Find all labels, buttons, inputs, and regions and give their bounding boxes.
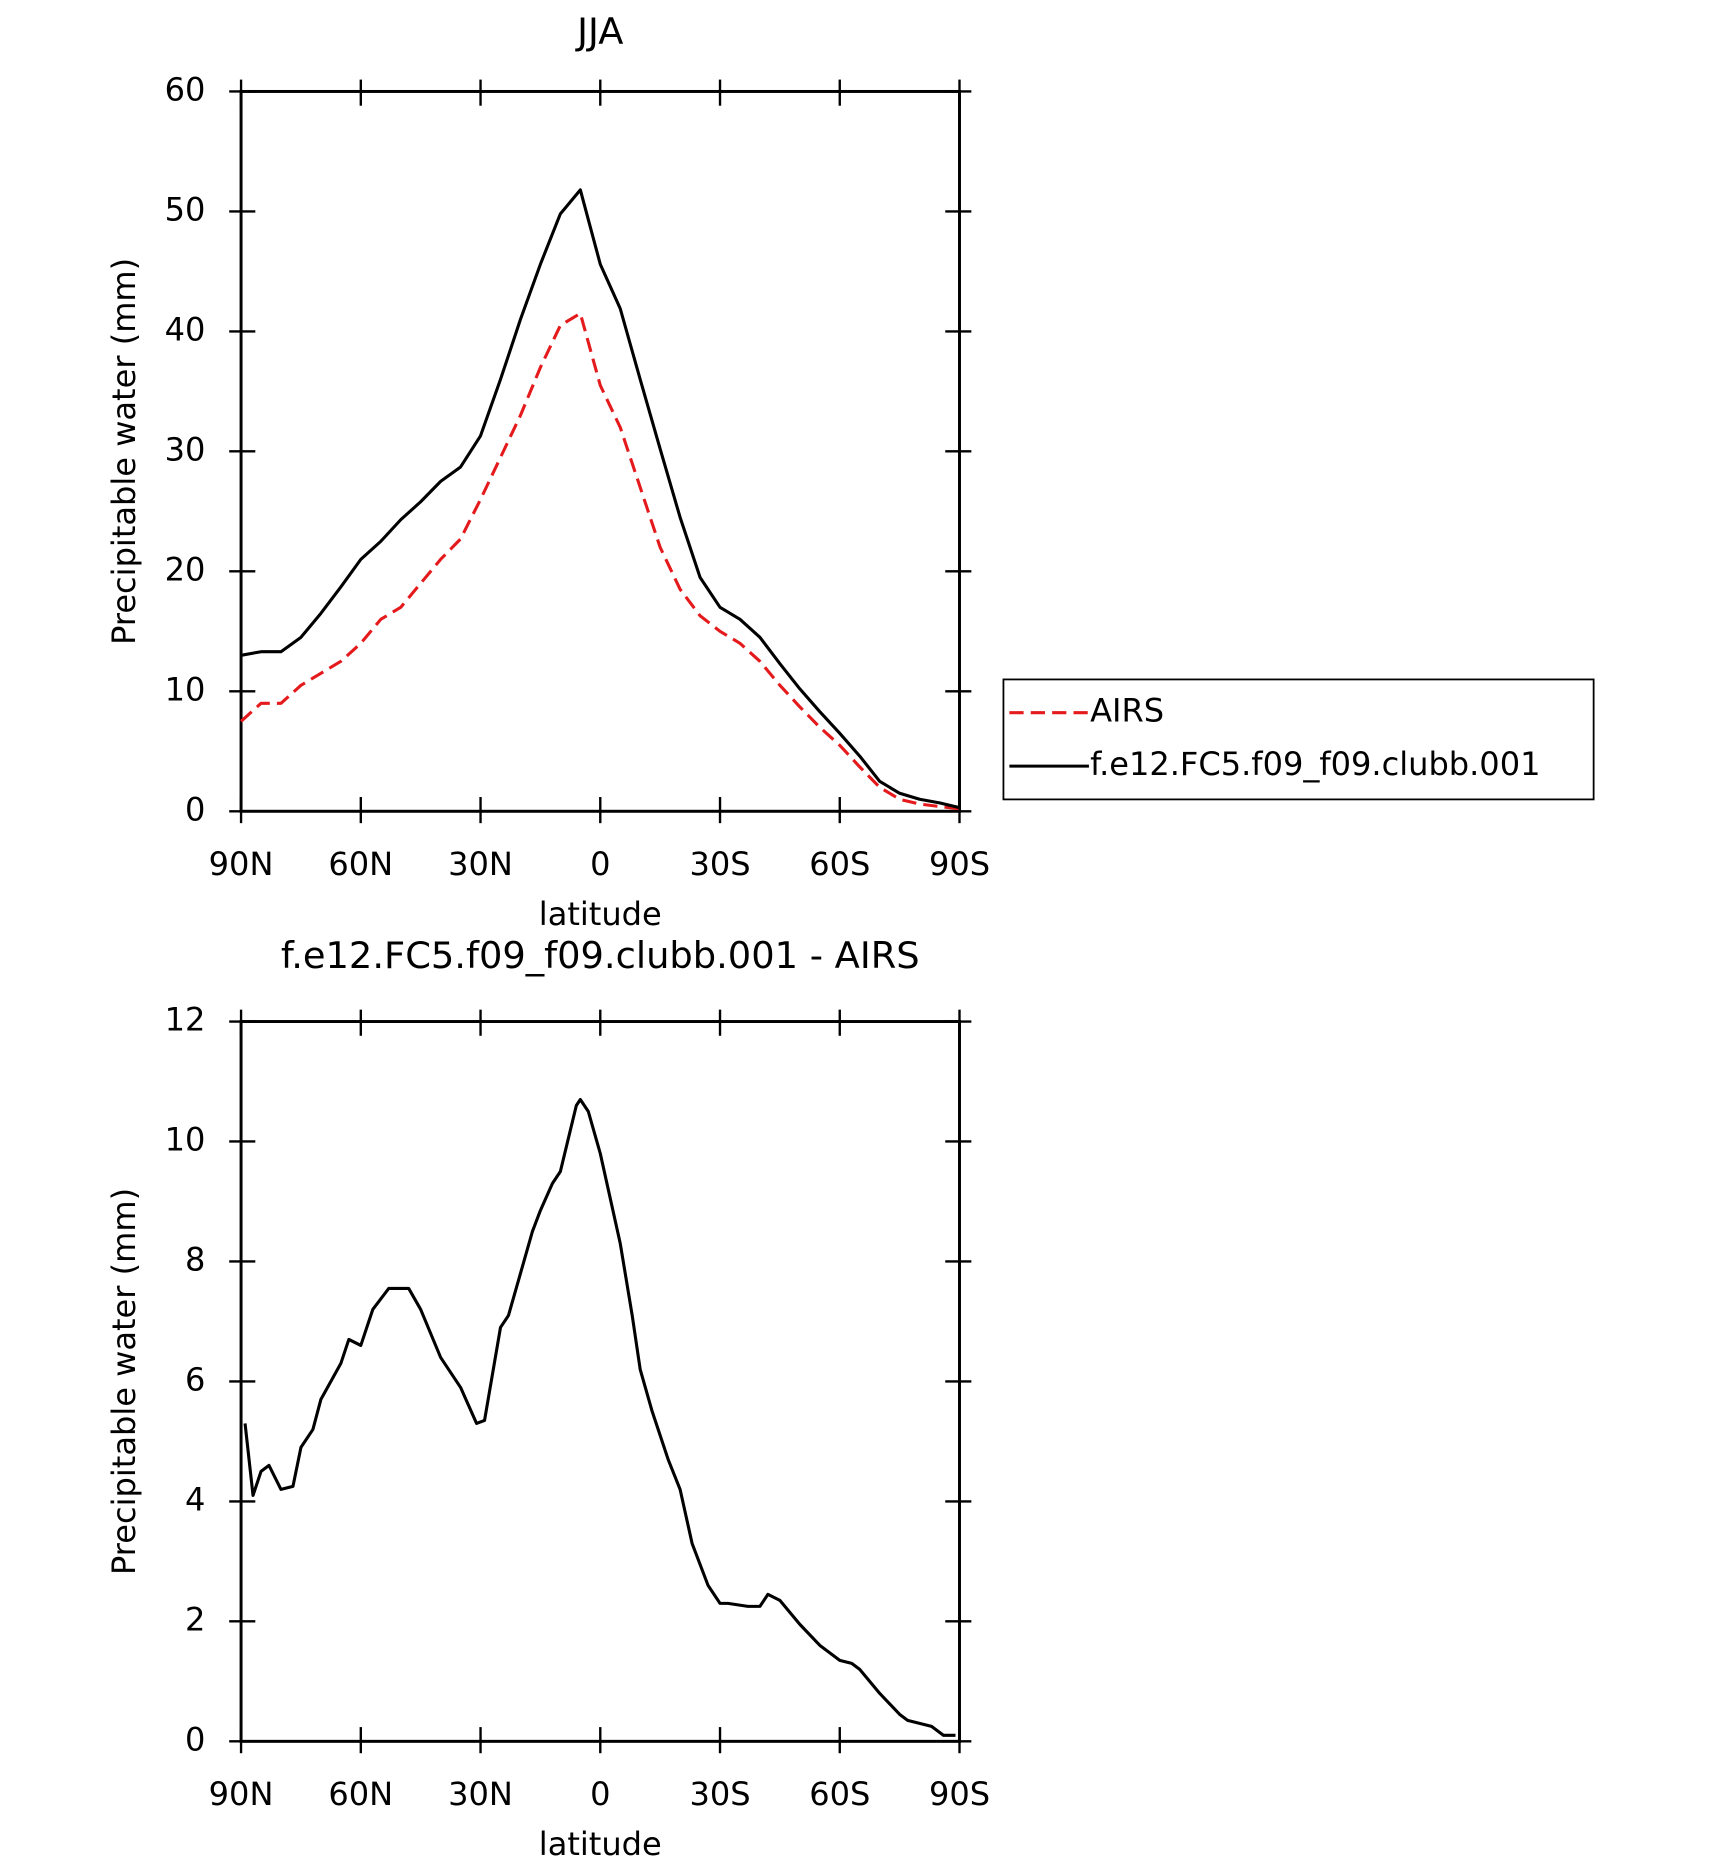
y-tick-label: 8 (185, 1240, 205, 1278)
x-axis-label: latitude (539, 1825, 662, 1863)
x-axis-label: latitude (539, 895, 662, 933)
x-tick-label: 60S (809, 845, 870, 883)
x-tick-label: 0 (590, 1775, 610, 1813)
x-tick-label: 60N (328, 845, 393, 883)
y-tick-label: 6 (185, 1360, 205, 1398)
y-tick-label: 2 (185, 1600, 205, 1638)
y-tick-label: 10 (165, 670, 206, 708)
y-tick-label: 0 (185, 1720, 205, 1758)
data-line (240, 311, 960, 811)
x-tick-label: 90N (209, 1775, 274, 1813)
y-axis-label: Precipitable water (mm) (105, 258, 143, 645)
x-tick-label: 60N (328, 1775, 393, 1813)
y-tick-label: 4 (185, 1480, 205, 1518)
plot-frame (239, 89, 961, 813)
y-tick-label: 20 (165, 550, 206, 588)
chart-title: JJA (575, 10, 623, 53)
data-line (243, 1097, 956, 1737)
legend-label: f.e12.FC5.f09_f09.clubb.001 (1090, 745, 1540, 783)
y-tick-label: 40 (165, 310, 206, 348)
legend-box (1002, 678, 1595, 801)
x-tick-label: 60S (809, 1775, 870, 1813)
x-tick-label: 0 (590, 845, 610, 883)
legend-label: AIRS (1090, 692, 1164, 730)
x-tick-label: 30N (448, 845, 513, 883)
y-tick-label: 50 (165, 190, 206, 228)
plot-frame (239, 1020, 961, 1743)
data-line (240, 188, 960, 810)
y-tick-label: 30 (165, 430, 206, 468)
y-tick-label: 0 (185, 790, 205, 828)
x-tick-label: 30S (689, 845, 750, 883)
chart-title: f.e12.FC5.f09_f09.clubb.001 - AIRS (281, 934, 920, 977)
x-tick-label: 30S (689, 1775, 750, 1813)
x-tick-label: 90S (929, 1775, 990, 1813)
y-tick-label: 12 (165, 1001, 206, 1039)
y-tick-label: 10 (165, 1120, 206, 1158)
y-tick-label: 60 (165, 70, 206, 108)
x-tick-label: 30N (448, 1775, 513, 1813)
x-tick-label: 90N (209, 845, 274, 883)
x-tick-label: 90S (929, 845, 990, 883)
y-axis-label: Precipitable water (mm) (105, 1188, 143, 1575)
